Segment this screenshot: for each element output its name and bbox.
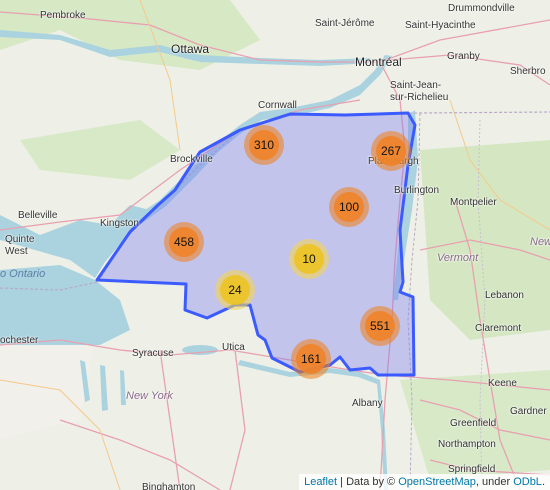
city-label-brockville: Brockville	[170, 154, 213, 165]
cluster-marker[interactable]: 10	[289, 239, 329, 279]
city-label-saint-jerome: Saint-Jérôme	[315, 18, 375, 29]
city-label-drummondville: Drummondville	[448, 3, 515, 14]
attribution-text: | Data by ©	[337, 476, 399, 488]
city-label-quinte-west: Quinte West	[5, 234, 35, 257]
city-label-keene: Keene	[488, 378, 517, 389]
city-label-pembroke: Pembroke	[40, 10, 86, 21]
city-label-belleville: Belleville	[18, 210, 58, 221]
cluster-count: 161	[296, 344, 326, 374]
city-label-granby: Granby	[447, 51, 480, 62]
state-label-new-york: New York	[126, 390, 173, 402]
cluster-marker[interactable]: 551	[360, 306, 400, 346]
city-label-cornwall: Cornwall	[258, 100, 297, 111]
attribution-text: , under	[475, 476, 514, 488]
city-label-northampton: Northampton	[438, 439, 496, 450]
city-label-montpelier: Montpelier	[450, 197, 497, 208]
cluster-marker[interactable]: 24	[215, 270, 255, 310]
state-label-vermont: Vermont	[437, 252, 479, 264]
city-label-montreal: Montréal	[355, 55, 402, 69]
city-label-albany: Albany	[352, 398, 383, 409]
city-label-ottawa: Ottawa	[171, 42, 210, 56]
cluster-count: 458	[169, 227, 199, 257]
cluster-count: 551	[365, 311, 395, 341]
city-label-binghamton: Binghamton	[142, 482, 196, 490]
city-label-springfield: Springfield	[448, 464, 496, 475]
city-label-burlington: Burlington	[394, 185, 440, 196]
odbl-link[interactable]: ODbL	[513, 476, 542, 488]
cluster-count: 100	[334, 192, 364, 222]
city-label-syracuse: Syracuse	[132, 348, 174, 359]
openstreetmap-link[interactable]: OpenStreetMap	[398, 476, 476, 488]
cluster-marker[interactable]: 458	[164, 222, 204, 262]
cluster-marker[interactable]: 161	[291, 339, 331, 379]
city-label-sherbro: Sherbro	[510, 66, 546, 77]
cluster-count: 10	[294, 244, 324, 274]
leaflet-link[interactable]: Leaflet	[304, 476, 338, 488]
city-label-gardner: Gardner	[510, 406, 547, 417]
city-label-kingston: Kingston	[100, 218, 139, 229]
state-label-new: New	[530, 236, 550, 248]
city-label-rochester: ochester	[0, 335, 39, 346]
city-label-saint-jean-sur-richelieu: Saint-Jean-sur-Richelieu	[390, 80, 449, 103]
cluster-marker[interactable]: 267	[371, 131, 411, 171]
city-label-claremont: Claremont	[475, 323, 522, 334]
cluster-count: 310	[249, 130, 279, 160]
cluster-count: 24	[220, 275, 250, 305]
attribution-text: .	[541, 476, 545, 488]
city-label-greenfield: Greenfield	[450, 418, 497, 429]
city-label-utica: Utica	[222, 342, 245, 353]
water-label-lake-ontario: o Ontario	[0, 268, 46, 280]
city-label-lebanon: Lebanon	[485, 290, 524, 301]
map-attribution: Leaflet | Data by © OpenStreetMap, under…	[299, 474, 550, 490]
cluster-marker[interactable]: 310	[244, 125, 284, 165]
city-label-saint-hyacinthe: Saint-Hyacinthe	[405, 20, 476, 31]
cluster-count: 267	[376, 136, 406, 166]
cluster-marker[interactable]: 100	[329, 187, 369, 227]
